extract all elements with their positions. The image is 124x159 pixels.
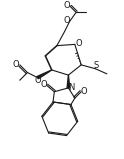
Text: N: N — [68, 83, 74, 92]
Text: S: S — [93, 61, 99, 70]
Text: O: O — [81, 87, 87, 96]
Text: O: O — [41, 80, 47, 89]
Text: O: O — [64, 1, 70, 10]
Polygon shape — [67, 75, 70, 88]
Text: O: O — [64, 16, 70, 25]
Text: O: O — [75, 39, 82, 48]
Text: O: O — [13, 60, 19, 69]
Text: O: O — [34, 76, 41, 85]
Polygon shape — [37, 70, 52, 79]
